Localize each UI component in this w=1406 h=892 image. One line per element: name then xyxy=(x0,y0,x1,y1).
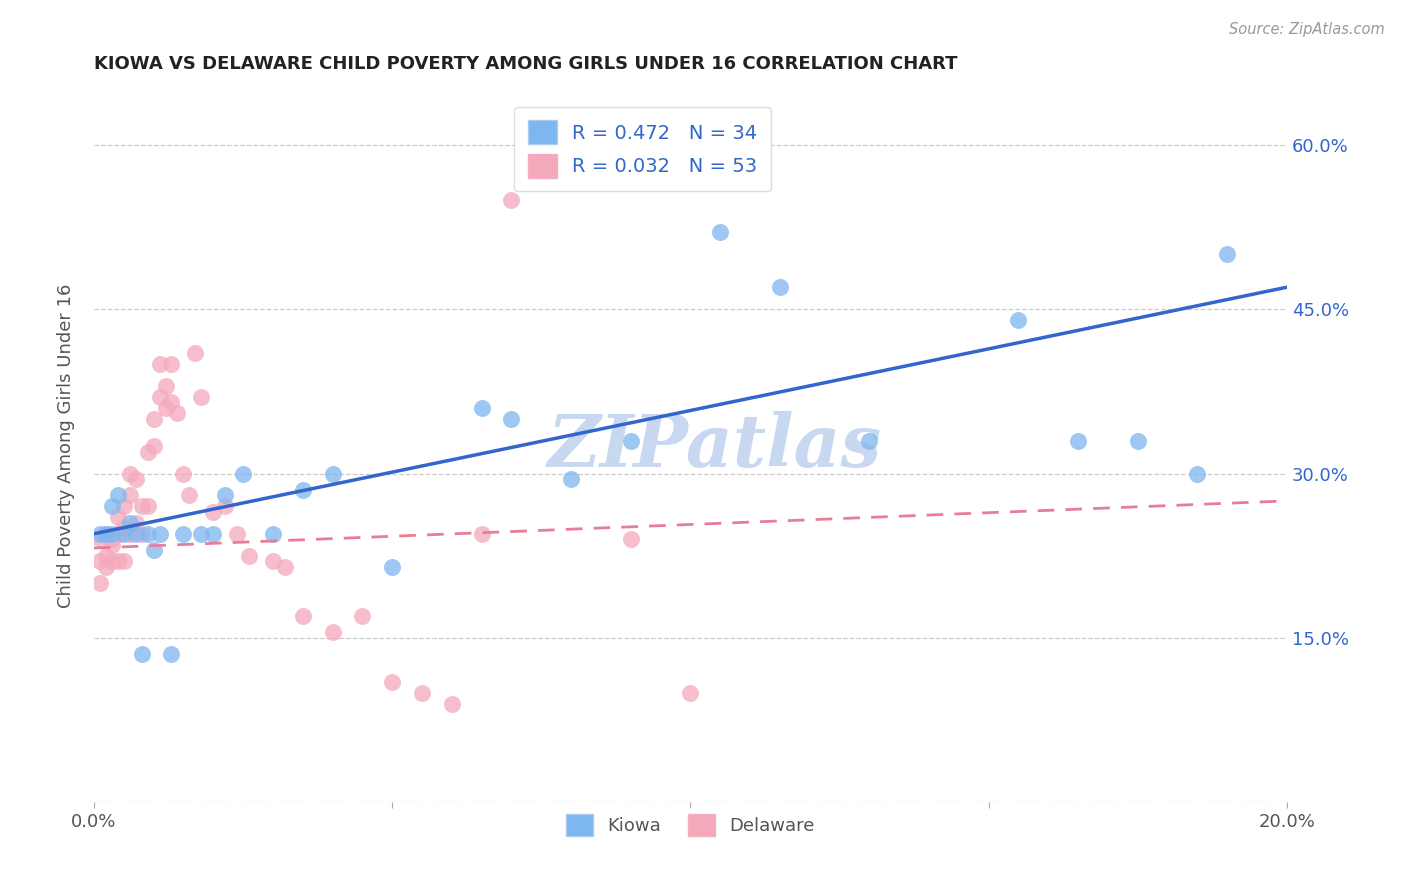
Point xyxy=(112,526,135,541)
Point xyxy=(148,357,170,371)
Point xyxy=(112,500,135,514)
Point xyxy=(291,483,314,497)
Point xyxy=(148,526,170,541)
Point xyxy=(107,510,129,524)
Point xyxy=(118,516,141,530)
Point xyxy=(89,554,111,568)
Point xyxy=(1216,247,1239,261)
Point xyxy=(769,280,792,294)
Point xyxy=(125,516,148,530)
Point xyxy=(291,609,314,624)
Point xyxy=(94,526,117,541)
Point xyxy=(679,686,702,700)
Point xyxy=(101,554,124,568)
Point xyxy=(166,406,188,420)
Y-axis label: Child Poverty Among Girls Under 16: Child Poverty Among Girls Under 16 xyxy=(58,284,75,608)
Point xyxy=(101,500,124,514)
Point xyxy=(1007,313,1029,327)
Point xyxy=(155,379,177,393)
Point xyxy=(160,357,183,371)
Point xyxy=(118,526,141,541)
Point xyxy=(501,193,523,207)
Point xyxy=(232,467,254,481)
Point xyxy=(107,526,129,541)
Point xyxy=(101,538,124,552)
Point xyxy=(101,533,124,547)
Point xyxy=(471,526,494,541)
Point xyxy=(131,648,153,662)
Point xyxy=(858,434,880,448)
Point xyxy=(709,226,731,240)
Point xyxy=(131,500,153,514)
Point xyxy=(136,500,159,514)
Point xyxy=(125,526,148,541)
Point xyxy=(160,648,183,662)
Point xyxy=(118,488,141,502)
Point xyxy=(1067,434,1090,448)
Point xyxy=(142,411,165,425)
Point xyxy=(214,488,236,502)
Point xyxy=(148,390,170,404)
Point xyxy=(94,526,117,541)
Point xyxy=(94,549,117,563)
Point xyxy=(202,505,225,519)
Point xyxy=(262,526,284,541)
Point xyxy=(89,526,111,541)
Point xyxy=(142,439,165,453)
Point xyxy=(274,559,297,574)
Point xyxy=(94,559,117,574)
Point xyxy=(238,549,260,563)
Point xyxy=(202,526,225,541)
Point xyxy=(620,434,643,448)
Point xyxy=(112,554,135,568)
Point xyxy=(179,488,201,502)
Point xyxy=(172,467,194,481)
Point xyxy=(471,401,494,415)
Point xyxy=(226,526,249,541)
Point xyxy=(560,472,582,486)
Legend: Kiowa, Delaware: Kiowa, Delaware xyxy=(558,806,823,843)
Point xyxy=(190,526,212,541)
Point xyxy=(107,488,129,502)
Point xyxy=(214,500,236,514)
Text: ZIPatlas: ZIPatlas xyxy=(547,410,882,482)
Point xyxy=(131,526,153,541)
Point xyxy=(118,467,141,481)
Point xyxy=(107,554,129,568)
Point xyxy=(89,576,111,591)
Text: Source: ZipAtlas.com: Source: ZipAtlas.com xyxy=(1229,22,1385,37)
Point xyxy=(321,625,343,640)
Point xyxy=(142,543,165,558)
Point xyxy=(440,697,463,711)
Point xyxy=(160,395,183,409)
Point xyxy=(1187,467,1209,481)
Point xyxy=(381,559,404,574)
Point xyxy=(321,467,343,481)
Point xyxy=(136,526,159,541)
Point xyxy=(184,346,207,360)
Point xyxy=(262,554,284,568)
Point xyxy=(411,686,433,700)
Point xyxy=(172,526,194,541)
Point xyxy=(1126,434,1149,448)
Point xyxy=(620,533,643,547)
Point xyxy=(155,401,177,415)
Point xyxy=(112,521,135,535)
Point xyxy=(125,472,148,486)
Point xyxy=(89,533,111,547)
Point xyxy=(501,411,523,425)
Point xyxy=(101,526,124,541)
Point xyxy=(190,390,212,404)
Point xyxy=(352,609,374,624)
Point xyxy=(136,444,159,458)
Point xyxy=(381,674,404,689)
Text: KIOWA VS DELAWARE CHILD POVERTY AMONG GIRLS UNDER 16 CORRELATION CHART: KIOWA VS DELAWARE CHILD POVERTY AMONG GI… xyxy=(94,55,957,73)
